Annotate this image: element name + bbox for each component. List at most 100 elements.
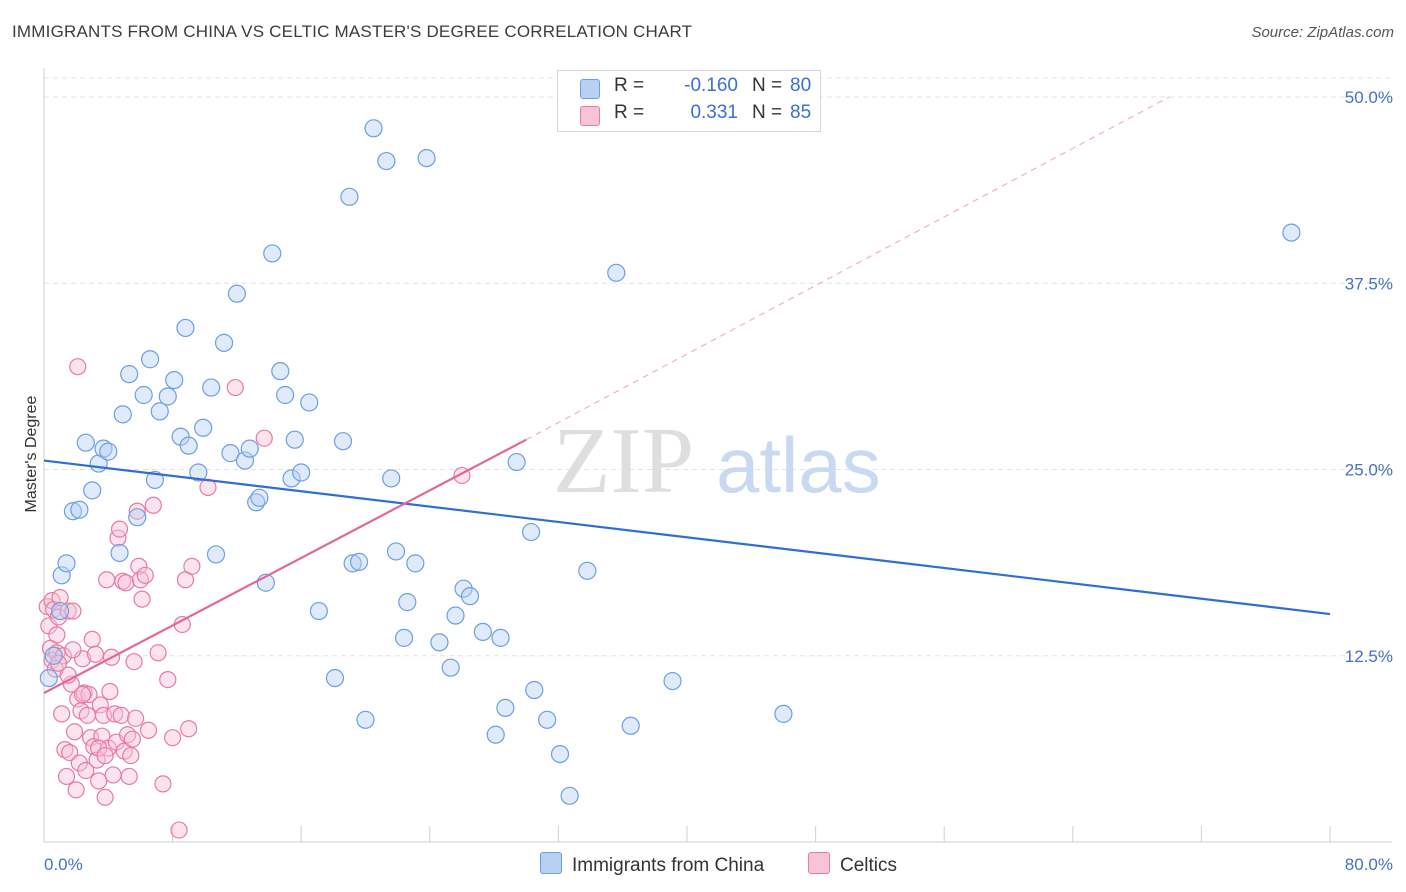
china-point xyxy=(1282,223,1301,242)
china-point xyxy=(63,502,83,521)
china-point xyxy=(150,402,169,421)
celtics-point xyxy=(48,626,66,644)
legend-r-label: R = xyxy=(614,75,645,96)
china-point xyxy=(386,542,406,561)
celtics-point xyxy=(104,766,122,784)
legend-swatch-celtics xyxy=(580,106,600,126)
celtics-point xyxy=(159,670,177,689)
legend-swatch-china xyxy=(580,79,600,99)
china-point xyxy=(349,552,369,571)
china-point xyxy=(394,628,414,647)
china-point xyxy=(145,470,165,490)
china-point xyxy=(94,439,113,458)
correlation-legend: R = -0.160 N = 80 R = 0.331 N = 85 xyxy=(557,70,821,132)
china-point xyxy=(430,633,449,652)
watermark-atlas: atlas xyxy=(716,421,881,509)
celtics-point xyxy=(149,644,167,662)
celtics-point xyxy=(56,741,74,759)
bottom-legend-swatch-celtics xyxy=(808,852,830,874)
china-point xyxy=(165,371,184,390)
celtics-point xyxy=(123,730,142,748)
china-point xyxy=(235,451,255,470)
celtics-point xyxy=(170,821,188,839)
bottom-legend-label-china: Immigrants from China xyxy=(572,855,765,876)
celtics-point xyxy=(226,378,244,397)
china-point xyxy=(70,500,89,519)
china-point xyxy=(99,442,118,461)
china-point xyxy=(250,488,269,507)
china-point xyxy=(285,430,304,449)
celtics-point xyxy=(117,574,135,592)
china-points xyxy=(39,119,1301,805)
china-point xyxy=(560,786,579,805)
china-point xyxy=(382,469,401,488)
china-point xyxy=(486,725,505,744)
celtics-point xyxy=(128,502,146,520)
legend-r-value: -0.160 xyxy=(684,75,738,96)
china-point xyxy=(176,318,195,338)
legend-r-label: R = xyxy=(614,102,645,123)
celtics-point xyxy=(125,653,143,671)
bottom-legend-china: Immigrants from China xyxy=(540,852,764,877)
china-point xyxy=(406,554,425,573)
china-point xyxy=(607,263,626,282)
china-point xyxy=(140,350,160,369)
celtics-point xyxy=(96,746,114,765)
china-point xyxy=(50,601,70,621)
china-point xyxy=(460,587,480,606)
tick-labels: 12.5% 25.0% 37.5% 50.0% 0.0% 80.0% xyxy=(44,88,1393,874)
legend-n-value: 85 xyxy=(790,102,812,123)
bottom-legend-swatch-china xyxy=(540,852,562,874)
celtics-point xyxy=(57,767,76,786)
celtics-point xyxy=(127,709,145,727)
celtics-point xyxy=(183,557,201,575)
celtics-point xyxy=(64,602,82,620)
china-point xyxy=(507,452,526,472)
china-point xyxy=(158,387,177,406)
china-point xyxy=(44,646,63,665)
axes xyxy=(43,68,1392,843)
y-tick-label: 12.5% xyxy=(1345,647,1393,666)
celtics-point xyxy=(65,723,84,741)
china-point xyxy=(521,522,541,542)
china-point xyxy=(76,433,95,452)
china-point xyxy=(206,545,226,564)
celtics-point xyxy=(139,721,158,739)
celtics-point xyxy=(133,590,151,608)
china-point xyxy=(364,119,383,138)
celtics-point xyxy=(106,705,124,723)
china-point xyxy=(282,469,301,488)
celtics-point xyxy=(154,775,172,793)
gridlines xyxy=(44,77,1392,657)
china-point xyxy=(276,385,295,405)
china-point xyxy=(454,579,473,598)
celtics-point xyxy=(96,788,114,806)
china-point xyxy=(473,622,492,642)
x-tick-label: 0.0% xyxy=(44,855,83,874)
china-point xyxy=(377,151,396,171)
china-point xyxy=(202,378,221,397)
x-tick-label: 80.0% xyxy=(1345,855,1393,874)
china-trend-line xyxy=(43,459,1331,616)
legend-n-label: N = xyxy=(752,102,783,123)
china-point xyxy=(292,463,311,482)
celtics-point xyxy=(122,746,140,765)
celtics-point xyxy=(77,761,95,780)
china-point xyxy=(179,436,198,455)
celtics-point xyxy=(130,557,148,575)
watermark-zip: ZIP xyxy=(553,409,694,513)
celtics-point xyxy=(136,566,154,584)
celtics-trend-extension xyxy=(525,96,1170,441)
china-point xyxy=(113,405,132,424)
china-point xyxy=(128,508,147,527)
y-tick-label: 50.0% xyxy=(1345,88,1393,107)
china-point xyxy=(417,148,436,168)
legend-n-value: 80 xyxy=(790,75,812,96)
china-point xyxy=(271,362,290,381)
china-point xyxy=(227,284,246,303)
celtics-point xyxy=(80,685,98,704)
china-point xyxy=(52,566,71,585)
china-point xyxy=(343,554,362,573)
china-point xyxy=(356,710,375,729)
